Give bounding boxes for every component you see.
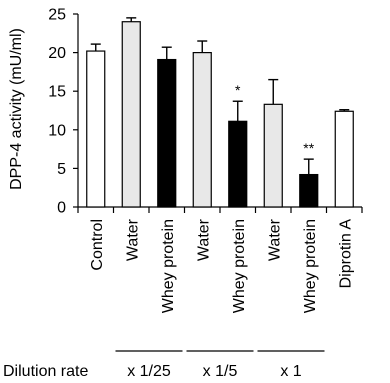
category-label: Whey protein — [302, 219, 319, 313]
bar — [157, 58, 177, 208]
error-bars — [90, 17, 350, 175]
y-tick-label: 0 — [57, 200, 66, 217]
category-label: Control — [89, 219, 106, 271]
bar — [299, 173, 319, 208]
y-axis: 0 5 10 15 20 25 — [48, 7, 79, 217]
category-label: Water — [195, 218, 212, 261]
y-tick-label: 15 — [48, 84, 66, 101]
bars — [86, 21, 354, 208]
category-label: Whey protein — [160, 219, 177, 313]
significance-marker: ** — [303, 140, 314, 156]
y-tick-label: 10 — [48, 122, 66, 139]
dilution-rate-row: Dilution rate x 1/25 x 1/5 x 1 — [3, 350, 325, 380]
category-labels: Control Water Whey protein Water Whey protei… — [89, 218, 355, 313]
significance-markers: *** — [235, 82, 315, 156]
dilution-group-label: x 1 — [280, 363, 301, 380]
y-axis-label: DPP-4 activity (mU/ml) — [8, 28, 25, 190]
category-label: Water — [124, 218, 141, 261]
y-tick-label: 5 — [57, 161, 66, 178]
category-label: Water — [266, 218, 283, 261]
bar — [334, 110, 354, 208]
x-axis — [77, 206, 363, 213]
dilution-rate-label: Dilution rate — [3, 363, 88, 380]
dilution-group-label: x 1/25 — [127, 363, 171, 380]
category-label: Diprotin A — [337, 219, 354, 289]
bar — [86, 50, 106, 208]
bar — [228, 120, 248, 208]
y-axis-label-group: DPP-4 activity (mU/ml) — [8, 28, 25, 190]
bar — [263, 103, 283, 208]
category-label: Whey protein — [231, 219, 248, 313]
y-tick-label: 20 — [48, 45, 66, 62]
significance-marker: * — [235, 82, 241, 98]
bar — [121, 21, 141, 208]
bar — [192, 51, 212, 208]
y-tick-label: 25 — [48, 7, 66, 24]
dilution-group-label: x 1/5 — [203, 363, 238, 380]
